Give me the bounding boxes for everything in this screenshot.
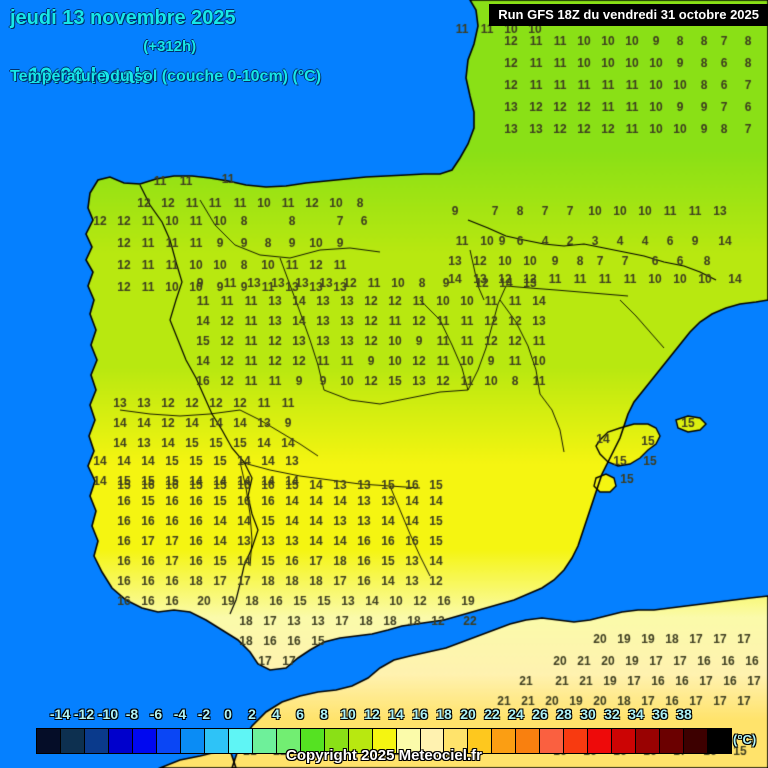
legend-swatch	[660, 729, 685, 753]
legend-color-bar	[36, 728, 732, 754]
legend-tick: -6	[149, 706, 163, 722]
legend-swatch	[372, 729, 397, 753]
legend-swatch	[564, 729, 589, 753]
legend-tick: 18	[436, 706, 452, 722]
legend-swatch	[420, 729, 445, 753]
model-run-banner: Run GFS 18Z du vendredi 31 octobre 2025	[489, 4, 768, 26]
legend-tick: -8	[125, 706, 139, 722]
legend-swatch	[444, 729, 469, 753]
legend-swatch	[180, 729, 205, 753]
legend-tick: 4	[272, 706, 280, 722]
legend-swatch	[540, 729, 565, 753]
legend-swatch	[60, 729, 85, 753]
legend-tick: 20	[460, 706, 476, 722]
legend-swatch	[588, 729, 613, 753]
legend-tick: 12	[364, 706, 380, 722]
legend-tick: 6	[296, 706, 304, 722]
legend-swatch	[37, 729, 61, 753]
legend-swatch	[228, 729, 253, 753]
legend-tick: 0	[224, 706, 232, 722]
legend-tick: 30	[580, 706, 596, 722]
legend-swatch	[108, 729, 133, 753]
legend-tick: 22	[484, 706, 500, 722]
legend-swatch	[516, 729, 541, 753]
legend-swatch	[636, 729, 661, 753]
legend-swatch	[468, 729, 493, 753]
legend-tick: -14	[49, 706, 71, 722]
legend-tick: 34	[628, 706, 644, 722]
legend-swatch	[492, 729, 517, 753]
legend-swatch	[156, 729, 181, 753]
legend-swatch	[684, 729, 709, 753]
copyright-label: Copyright 2025 Meteociel.fr	[286, 747, 482, 764]
legend-swatch	[300, 729, 325, 753]
legend-swatch	[276, 729, 301, 753]
legend-swatch	[612, 729, 637, 753]
legend-swatch	[708, 729, 732, 753]
legend-swatch	[84, 729, 109, 753]
legend-tick: 26	[532, 706, 548, 722]
legend-swatch	[204, 729, 229, 753]
legend-tick: 16	[412, 706, 428, 722]
legend-tick: 8	[320, 706, 328, 722]
color-scale-legend: -14 -12 -10 -8 -6 -4 -2 0 2 4 6 8 10 12 14 16 18 20 22 24 26…	[0, 705, 768, 768]
legend-tick: -12	[73, 706, 95, 722]
legend-tick: -10	[97, 706, 119, 722]
legend-swatch	[348, 729, 373, 753]
legend-tick: 36	[652, 706, 668, 722]
legend-tick: 2	[248, 706, 256, 722]
legend-tick: 32	[604, 706, 620, 722]
legend-swatch	[396, 729, 421, 753]
legend-tick: -4	[173, 706, 187, 722]
legend-tick: -2	[197, 706, 211, 722]
legend-swatch	[324, 729, 349, 753]
legend-tick: 38	[676, 706, 692, 722]
legend-tick: 10	[340, 706, 356, 722]
legend-unit-label: (°C)	[733, 732, 757, 747]
legend-tick: 28	[556, 706, 572, 722]
legend-tick: 14	[388, 706, 404, 722]
legend-swatch	[252, 729, 277, 753]
legend-tick: 24	[508, 706, 524, 722]
legend-swatch	[132, 729, 157, 753]
legend-tick-labels: -14 -12 -10 -8 -6 -4 -2 0 2 4 6 8 10 12 14 16 18 20 22 24 26…	[0, 705, 768, 727]
